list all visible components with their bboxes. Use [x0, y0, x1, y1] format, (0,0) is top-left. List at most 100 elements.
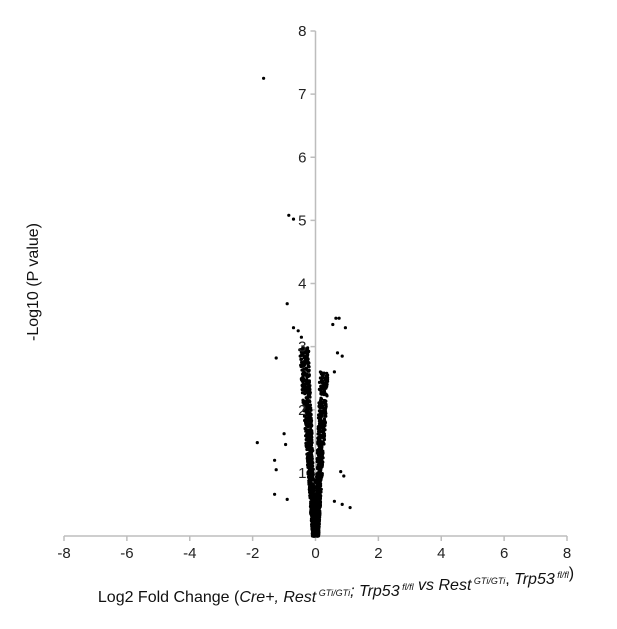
data-point — [304, 385, 308, 389]
x-axis-title-part: Log2 Fold Change ( — [98, 589, 240, 606]
data-point — [319, 434, 324, 438]
data-point — [320, 422, 324, 426]
data-point — [324, 406, 328, 410]
data-point — [308, 423, 312, 427]
data-point — [305, 424, 309, 428]
data-point — [316, 459, 320, 463]
data-point — [310, 515, 314, 519]
data-point — [273, 458, 277, 462]
data-point — [337, 316, 341, 320]
data-point — [306, 465, 310, 469]
x-axis-title-part: Trp53 — [359, 583, 400, 600]
data-point — [306, 431, 310, 435]
data-point — [304, 428, 308, 432]
data-point — [320, 373, 324, 378]
data-point — [285, 302, 289, 306]
data-point — [325, 382, 329, 386]
data-point — [320, 458, 324, 462]
y-tick-label: 6 — [298, 149, 306, 166]
data-point — [291, 217, 296, 221]
data-point — [317, 489, 321, 493]
data-point — [318, 438, 322, 442]
data-point — [315, 507, 319, 511]
data-point — [308, 449, 312, 453]
data-point — [317, 486, 321, 490]
data-point — [309, 453, 313, 457]
x-axis-title-part: ) — [569, 565, 574, 582]
data-point — [306, 346, 310, 350]
data-point — [320, 380, 324, 385]
data-point — [314, 532, 318, 537]
data-point — [339, 470, 343, 474]
data-point — [305, 375, 309, 379]
data-point — [340, 502, 344, 506]
data-point — [299, 335, 303, 339]
data-point — [308, 436, 312, 440]
data-point — [308, 474, 312, 478]
data-point — [316, 425, 320, 429]
data-point — [284, 442, 288, 447]
data-point — [318, 469, 322, 473]
x-tick-label: 6 — [500, 545, 508, 562]
data-point — [308, 415, 312, 419]
data-point — [304, 366, 308, 370]
data-point — [317, 461, 321, 465]
data-point — [322, 393, 326, 397]
x-axis-title-part: GTi/GTi — [316, 588, 351, 598]
data-point — [302, 355, 306, 359]
data-point — [316, 511, 320, 516]
data-point — [314, 530, 318, 534]
x-tick-labels: -8 -6 -4 -2 0 2 4 6 8 — [57, 545, 571, 562]
data-point — [332, 499, 336, 503]
data-point — [287, 213, 291, 217]
data-point — [316, 471, 320, 475]
data-point — [323, 400, 327, 404]
data-point — [255, 441, 259, 445]
data-point — [319, 473, 323, 477]
data-point — [325, 393, 329, 397]
data-point — [274, 356, 278, 360]
data-point — [317, 443, 321, 447]
x-axis-title-part: Cre+, Rest — [239, 589, 316, 606]
x-tick-label: -6 — [120, 545, 133, 562]
data-point — [321, 430, 326, 434]
x-tick-label: 8 — [563, 545, 571, 562]
data-point — [301, 400, 305, 404]
data-point — [274, 468, 278, 472]
data-point — [303, 389, 307, 393]
x-axis-title-part: Trp53 — [514, 571, 555, 588]
data-point — [348, 506, 352, 510]
data-point — [317, 429, 321, 433]
data-point — [308, 467, 313, 471]
data-point — [310, 429, 314, 433]
data-point — [300, 362, 304, 366]
data-point — [300, 379, 304, 383]
data-points — [255, 76, 352, 538]
data-point — [299, 357, 304, 361]
data-point — [298, 348, 302, 352]
x-axis-title-part: , — [505, 571, 514, 588]
data-point — [262, 76, 266, 80]
data-point — [317, 387, 321, 391]
y-tick-label: 5 — [298, 212, 306, 229]
data-point — [310, 446, 314, 450]
data-point — [319, 396, 323, 400]
data-point — [334, 316, 338, 320]
data-point — [309, 485, 313, 489]
data-point — [332, 370, 336, 374]
data-point — [308, 456, 312, 460]
x-axis-title-part: fl/fl — [555, 570, 570, 580]
data-point — [306, 391, 310, 395]
data-point — [311, 485, 316, 489]
data-point — [316, 525, 320, 529]
data-point — [326, 373, 330, 377]
data-point — [343, 326, 347, 330]
data-point — [301, 372, 305, 376]
data-point — [306, 357, 310, 361]
data-point — [323, 377, 327, 382]
data-point — [302, 367, 306, 371]
data-point — [310, 464, 314, 468]
data-point — [306, 438, 310, 442]
data-point — [316, 534, 320, 538]
data-point — [326, 376, 330, 380]
